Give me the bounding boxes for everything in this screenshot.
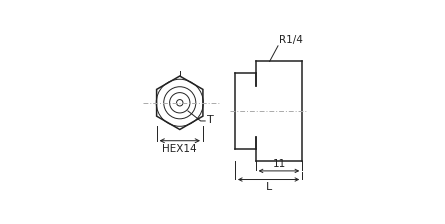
Text: R1/4: R1/4 — [279, 35, 303, 45]
Text: HEX14: HEX14 — [162, 144, 197, 154]
Text: T: T — [207, 115, 214, 125]
Text: L: L — [266, 182, 272, 192]
Text: 11: 11 — [272, 159, 286, 169]
